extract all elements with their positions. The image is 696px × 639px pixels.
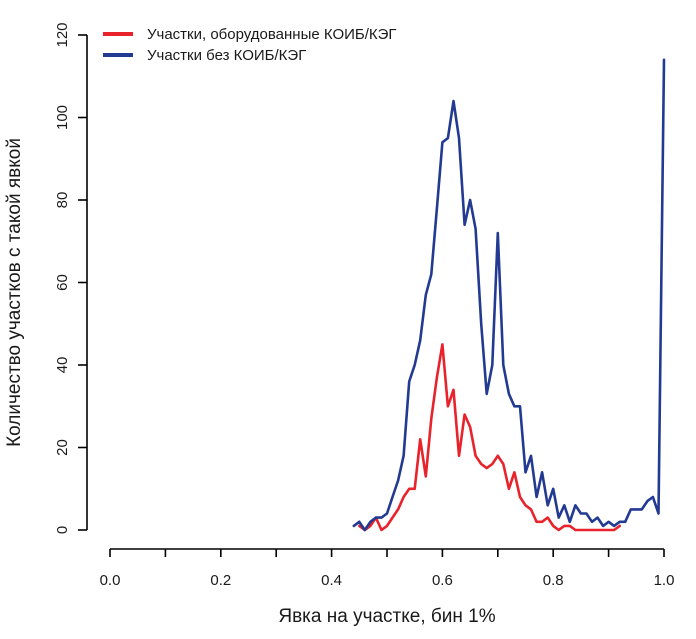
y-tick-label: 80 [54, 192, 71, 209]
y-axis: 0 20 40 60 80 100 120 [54, 22, 88, 534]
x-tick-label: 0.6 [432, 572, 453, 589]
legend: Участки, оборудованные КОИБ/КЭГ Участки б… [103, 26, 397, 64]
x-tick-label: 0.4 [321, 572, 342, 589]
y-tick-label: 100 [54, 105, 71, 130]
x-tick-label: 0.8 [543, 572, 564, 589]
y-tick-label: 40 [54, 357, 71, 374]
x-tick-label: 1.0 [654, 572, 675, 589]
y-axis-label: Количество участков с такой явкой [4, 138, 25, 447]
x-axis-label: Явка на участке, бин 1% [278, 606, 495, 627]
legend-label-0: Участки, оборудованные КОИБ/КЭГ [147, 26, 397, 43]
x-tick-label: 0.2 [210, 572, 231, 589]
x-axis: 0.0 0.2 0.4 0.6 0.8 1.0 [100, 548, 675, 589]
y-tick-label: 120 [54, 22, 71, 47]
legend-label-1: Участки без КОИБ/КЭГ [147, 47, 306, 64]
series-line-0 [357, 343, 622, 532]
x-tick-label: 0.0 [100, 572, 121, 589]
y-tick-label: 60 [54, 274, 71, 291]
y-tick-label: 20 [54, 439, 71, 456]
series-line-1 [352, 58, 666, 532]
series-layer [352, 58, 666, 532]
y-tick-label: 0 [54, 526, 71, 534]
